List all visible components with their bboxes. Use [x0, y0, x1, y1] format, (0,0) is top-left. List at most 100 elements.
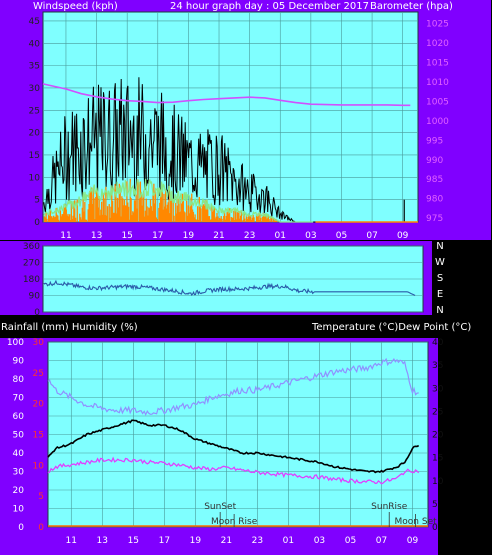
wind-avg-bar: [143, 216, 146, 222]
wind-avg-bar: [57, 215, 59, 222]
wind-avg-bar: [234, 210, 237, 222]
wind-avg-bar: [177, 198, 179, 222]
climate-x-tick-6: 23: [252, 536, 263, 546]
wind-avg-bar: [116, 213, 118, 222]
wind-avg-bar: [138, 184, 141, 222]
wind-avg-bar: [209, 219, 211, 222]
wind-avg-bar: [227, 211, 229, 222]
wind-avg-bar: [202, 204, 205, 222]
wind-x-tick-4: 19: [183, 231, 195, 241]
dew-point-line: [47, 456, 420, 485]
wind-x-tick-8: 03: [305, 231, 316, 241]
rain-humidity-label: Rainfall (mm) Humidity (%): [1, 322, 138, 333]
wind-avg-bar: [51, 216, 53, 222]
climate-x-tick-11: 09: [407, 536, 419, 546]
wind-avg-bar: [239, 215, 242, 222]
wind-avg-bar: [186, 215, 189, 222]
wind-avg-bar: [161, 188, 163, 222]
wind-avg-bar: [101, 201, 103, 222]
graph-title: 24 hour graph day : 05 December 2017: [170, 1, 369, 12]
wind-avg-bar: [93, 198, 95, 222]
wind-avg-bar: [68, 216, 70, 222]
wind-avg-bar: [272, 218, 275, 222]
wind-avg-bar: [212, 208, 215, 222]
direction-y-ticks: 0 90 180 270 360: [23, 242, 40, 318]
barometer-tick-5: 1000: [426, 117, 449, 127]
wind-avg-bar: [211, 206, 213, 222]
wind-avg-bar: [180, 211, 182, 222]
wind-avg-bar: [166, 204, 168, 222]
humidity-tick-5: 50: [13, 431, 25, 441]
wind-avg-bar: [101, 214, 104, 222]
barometer-tick-9: 1020: [426, 39, 449, 49]
wind-y-tick-2: 10: [29, 173, 41, 183]
wind-avg-bar: [204, 200, 206, 222]
wind-avg-bar: [132, 211, 134, 222]
wind-avg-bar: [141, 205, 143, 222]
humidity-tick-9: 90: [13, 357, 25, 367]
wind-avg-bar: [192, 211, 195, 222]
climate-x-tick-2: 15: [128, 536, 139, 546]
wind-y-tick-8: 40: [29, 39, 41, 49]
wind-avg-bar: [84, 201, 86, 222]
rain-tick-4: 20: [33, 400, 45, 410]
wind-avg-bar: [81, 207, 83, 222]
wind-avg-bar: [214, 218, 216, 222]
wind-avg-bar: [198, 197, 200, 222]
temperature-line: [47, 419, 420, 474]
wind-avg-bar: [210, 219, 212, 222]
humidity-tick-6: 60: [13, 412, 25, 422]
wind-avg-bar: [152, 194, 154, 222]
wind-x-tick-7: 01: [275, 231, 286, 241]
wind-avg-bar: [96, 187, 99, 222]
wind-avg-bar: [120, 216, 122, 222]
wind-avg-bar: [154, 203, 156, 222]
wind-x-tick-1: 13: [91, 231, 102, 241]
wind-avg-bar: [142, 195, 144, 222]
wind-avg-bar: [233, 210, 235, 222]
humidity-ticks: 0 10 20 30 40 50 60 70 80 90 100: [7, 338, 24, 533]
wind-avg-bar: [175, 202, 177, 222]
wind-avg-bar: [220, 216, 222, 222]
wind-avg-bar: [58, 219, 60, 222]
wind-x-tick-6: 23: [244, 231, 255, 241]
wind-avg-bar: [176, 205, 179, 222]
barometer-label: Barometer (hpa): [370, 1, 453, 12]
wind-avg-bar: [259, 213, 261, 222]
rain-tick-0: 0: [38, 523, 44, 533]
wind-avg-bar: [196, 206, 199, 222]
wind-avg-bar: [244, 218, 246, 222]
wind-avg-bar: [212, 211, 214, 222]
wind-x-ticks: 11 13 15 17 19 21 23 01 03 05 07 09: [60, 231, 408, 241]
compass-label-4: N: [436, 305, 443, 316]
wind-avg-bar: [80, 219, 83, 222]
wind-avg-bar: [62, 214, 64, 222]
compass-label-3: E: [437, 289, 443, 300]
wind-avg-bar: [115, 189, 117, 222]
climate-x-tick-9: 05: [345, 536, 356, 546]
climate-x-tick-4: 19: [190, 536, 202, 546]
wind-avg-bar: [154, 191, 157, 222]
wind-avg-bar: [79, 213, 81, 222]
humidity-tick-10: 100: [7, 338, 24, 348]
wind-avg-bar: [44, 217, 46, 222]
climate-x-tick-7: 01: [283, 536, 294, 546]
temp-dew-label: Temperature (°C)Dew Point (°C): [311, 322, 471, 333]
wind-avg-bar: [109, 217, 111, 222]
wind-y-ticks: 0 5 10 15 20 25 30 35 40 45: [29, 17, 41, 228]
wind-avg-bar: [232, 217, 234, 222]
wind-avg-bar: [65, 209, 67, 222]
wind-avg-bar: [184, 212, 186, 222]
wind-avg-bar: [131, 215, 133, 222]
wind-avg-bar: [105, 186, 107, 222]
wind-avg-bar: [179, 199, 181, 222]
wind-avg-bar: [266, 218, 269, 222]
compass-label-2: S: [437, 273, 443, 284]
wind-avg-bar: [95, 191, 98, 222]
wind-avg-bar: [183, 211, 185, 222]
wind-avg-bar: [231, 217, 233, 222]
wind-avg-bar: [170, 191, 173, 222]
wind-avg-bar: [121, 196, 123, 222]
wind-avg-bar: [150, 206, 152, 222]
